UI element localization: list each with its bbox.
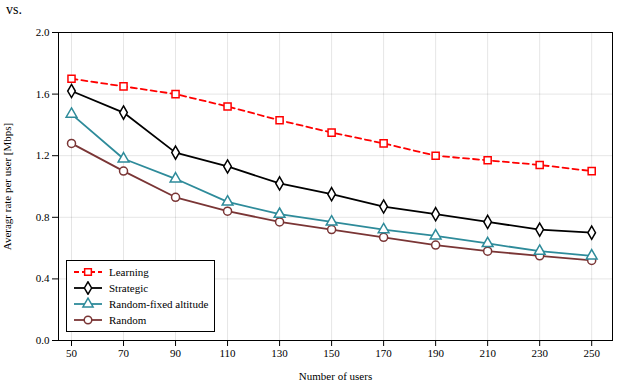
svg-text:230: 230 [531, 347, 548, 359]
svg-text:210: 210 [479, 347, 496, 359]
svg-text:250: 250 [583, 347, 600, 359]
html-text:Learning: Learning [109, 266, 149, 278]
svg-text:90: 90 [170, 347, 182, 359]
svg-text:150: 150 [323, 347, 340, 359]
svg-text:130: 130 [271, 347, 288, 359]
svg-text:Number of users: Number of users [299, 370, 372, 382]
svg-text:Averagr rate per user [Mbps]: Averagr rate per user [Mbps] [1, 123, 13, 250]
svg-text:170: 170 [375, 347, 392, 359]
html-text:Random: Random [109, 314, 147, 326]
svg-text:70: 70 [118, 347, 129, 359]
svg-text:2.0: 2.0 [36, 26, 50, 38]
html-text:Strategic: Strategic [109, 282, 149, 294]
svg-text:1.2: 1.2 [36, 149, 50, 161]
html-text:Random-fixed altitude: Random-fixed altitude [109, 298, 209, 310]
svg-text:1.6: 1.6 [36, 88, 50, 100]
svg-text:110: 110 [220, 347, 237, 359]
svg-text:0.8: 0.8 [36, 211, 50, 223]
svg-text:0.4: 0.4 [36, 272, 50, 284]
svg-text:0.0: 0.0 [36, 334, 50, 346]
html-text:vs.: vs. [6, 2, 22, 17]
svg-text:190: 190 [427, 347, 444, 359]
svg-text:50: 50 [66, 347, 78, 359]
